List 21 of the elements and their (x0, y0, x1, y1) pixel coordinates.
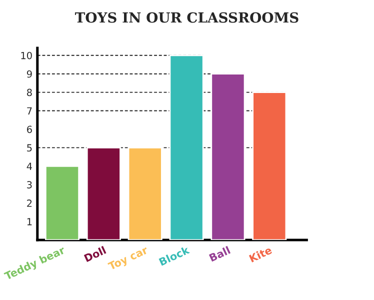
x-tick-label: Doll (84, 246, 106, 262)
bar (252, 92, 287, 240)
y-tick-label: 3 (27, 181, 32, 188)
y-tick-label: 5 (27, 144, 32, 152)
y-tick-label: 10 (21, 52, 32, 60)
bar (210, 73, 246, 240)
y-tick-label: 6 (27, 126, 32, 134)
bar (86, 146, 121, 240)
y-tick-label: 8 (27, 88, 32, 96)
bar (128, 146, 162, 240)
chart-title: TOYS IN OUR CLASSROOMS (74, 12, 298, 23)
y-tick-label: 7 (27, 107, 32, 114)
y-tick-label: 2 (27, 200, 32, 207)
x-tick-label: Kite (248, 246, 272, 262)
x-tick-label: Toy car (108, 246, 150, 272)
x-tick-label: Ball (208, 246, 231, 262)
y-tick-label: 9 (26, 70, 32, 78)
y-tick-label: 4 (26, 162, 32, 170)
bar (169, 54, 204, 240)
y-tick-label: 1 (27, 218, 32, 226)
bar (44, 165, 80, 240)
